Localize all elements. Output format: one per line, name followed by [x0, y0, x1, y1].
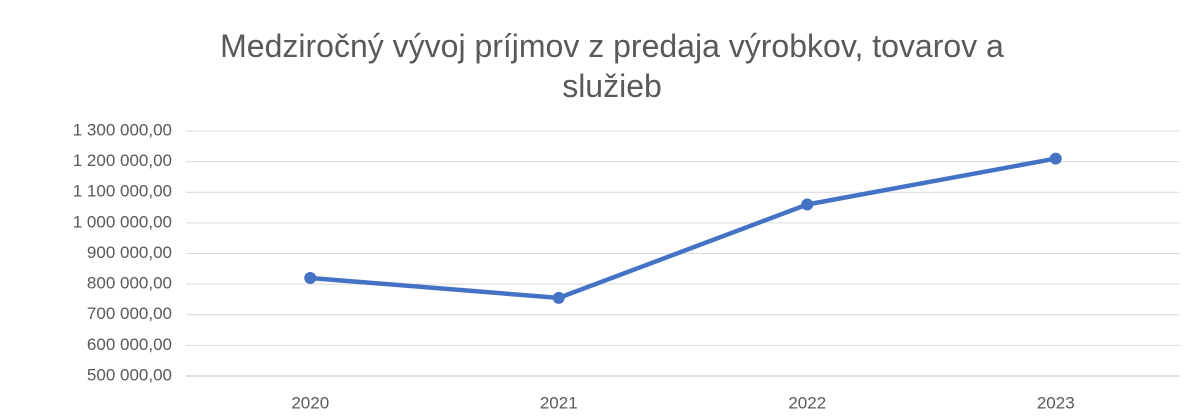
data-point	[552, 291, 565, 304]
y-tick-label: 1 300 000,00	[73, 120, 172, 139]
data-point	[304, 272, 317, 284]
x-tick-label: 2021	[540, 393, 578, 412]
y-tick-label: 1 100 000,00	[73, 182, 172, 201]
y-tick-label: 800 000,00	[87, 274, 172, 293]
y-tick-label: 600 000,00	[87, 335, 172, 354]
chart-title: Medziročný vývoj príjmov z predaja výrob…	[220, 28, 1004, 104]
x-tick-label: 2020	[291, 393, 329, 412]
x-tick-label: 2022	[788, 393, 826, 412]
data-point	[801, 198, 814, 211]
y-tick-label: 1 200 000,00	[73, 151, 172, 170]
data-line	[308, 156, 1058, 301]
y-tick-label: 900 000,00	[87, 243, 172, 262]
y-tick-label: 1 000 000,00	[73, 212, 172, 231]
data-point	[1049, 152, 1062, 165]
y-tick-label: 500 000,00	[87, 365, 172, 384]
x-tick-label: 2023	[1037, 393, 1075, 412]
y-tick-label: 700 000,00	[87, 304, 172, 323]
